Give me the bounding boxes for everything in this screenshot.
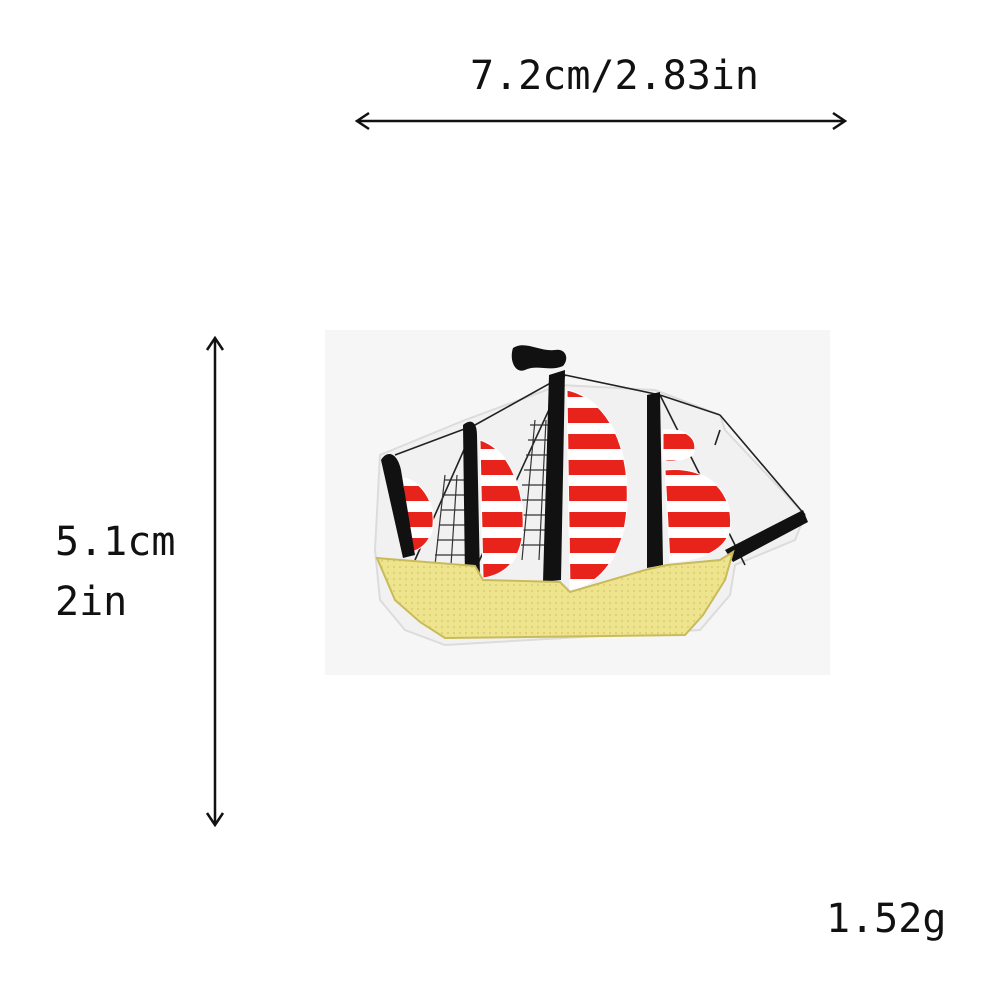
sails xyxy=(402,389,732,591)
height-in-label: 2in xyxy=(55,579,128,625)
masts xyxy=(381,345,808,582)
bowsprit xyxy=(725,510,808,562)
main-sail xyxy=(566,389,628,591)
net-rigging xyxy=(434,419,553,566)
hull xyxy=(375,549,735,640)
fore-sail xyxy=(664,468,732,563)
height-arrow xyxy=(205,335,225,828)
second-sail xyxy=(479,439,524,579)
weight-label: 1.52g xyxy=(826,896,947,942)
height-cm-label: 5.1cm xyxy=(55,519,176,565)
sailing-ship-patch-icon xyxy=(325,330,830,675)
width-label: 7.2cm/2.83in xyxy=(470,53,759,99)
fore-sail-upper xyxy=(662,429,696,462)
flag xyxy=(511,345,567,371)
width-arrow xyxy=(354,111,848,131)
